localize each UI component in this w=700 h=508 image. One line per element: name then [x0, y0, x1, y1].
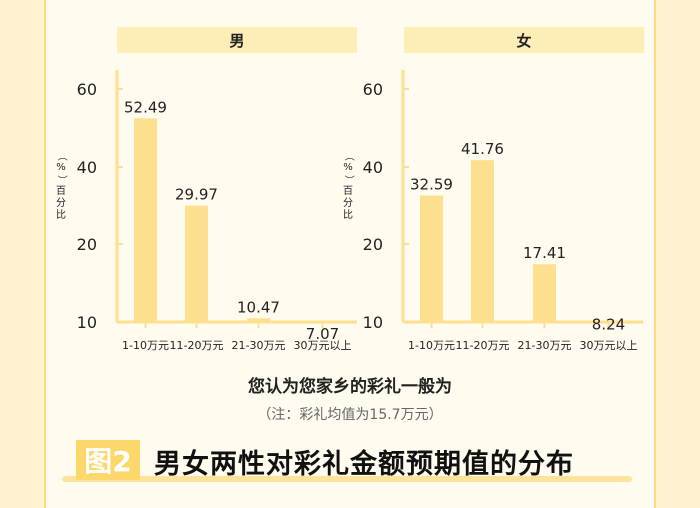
figure-underline: [62, 476, 632, 482]
figure-title: 男女两性对彩礼金额预期值的分布: [154, 449, 574, 480]
x-axis-caption: 您认为您家乡的彩礼一般为: [248, 377, 452, 397]
y-axis-label-female: （%）百分比: [343, 151, 354, 221]
left-frame-border: [0, 0, 46, 508]
panel-header-female: 女: [404, 27, 644, 53]
bar: [185, 205, 208, 322]
data-label: 41.76: [461, 140, 504, 158]
x-tick-label: 1-10万元: [408, 339, 455, 352]
x-tick-label: 30万元以上: [580, 339, 638, 352]
mean-note: （注：彩礼均值为15.7万元）: [257, 407, 443, 423]
y-tick-label: 40: [363, 158, 383, 177]
bar: [420, 195, 443, 322]
data-label: 29.97: [175, 186, 218, 204]
bar: [533, 264, 556, 322]
bar: [247, 318, 270, 322]
x-tick-label: 11-20万元: [170, 339, 224, 352]
bar: [471, 160, 494, 322]
y-tick-label: 60: [77, 80, 97, 99]
data-label: 10.47: [237, 298, 280, 316]
x-tick-label: 21-30万元: [232, 339, 286, 352]
y-tick-label: 20: [77, 235, 97, 254]
data-label: 8.24: [592, 316, 625, 334]
y-tick-label: 20: [363, 235, 383, 254]
x-tick-label: 1-10万元: [122, 339, 169, 352]
bar: [134, 118, 157, 322]
data-label: 17.41: [523, 244, 566, 262]
y-tick-label: 10: [77, 313, 97, 332]
panel-header-male: 男: [117, 27, 357, 53]
data-label: 7.07: [306, 325, 339, 343]
x-tick-label: 11-20万元: [456, 339, 510, 352]
x-tick-label: 30万元以上: [294, 339, 352, 352]
y-tick-label: 10: [363, 313, 383, 332]
data-label: 52.49: [124, 98, 167, 116]
data-label: 32.59: [410, 176, 453, 194]
figure-banner: 图2 男女两性对彩礼金额预期值的分布: [62, 438, 632, 484]
y-tick-label: 60: [363, 80, 383, 99]
x-tick-label: 21-30万元: [518, 339, 572, 352]
y-axis-label-male: （%）百分比: [56, 151, 67, 221]
right-frame-border: [654, 0, 700, 508]
y-tick-label: 40: [77, 158, 97, 177]
figure-tag: 图2: [76, 440, 140, 480]
